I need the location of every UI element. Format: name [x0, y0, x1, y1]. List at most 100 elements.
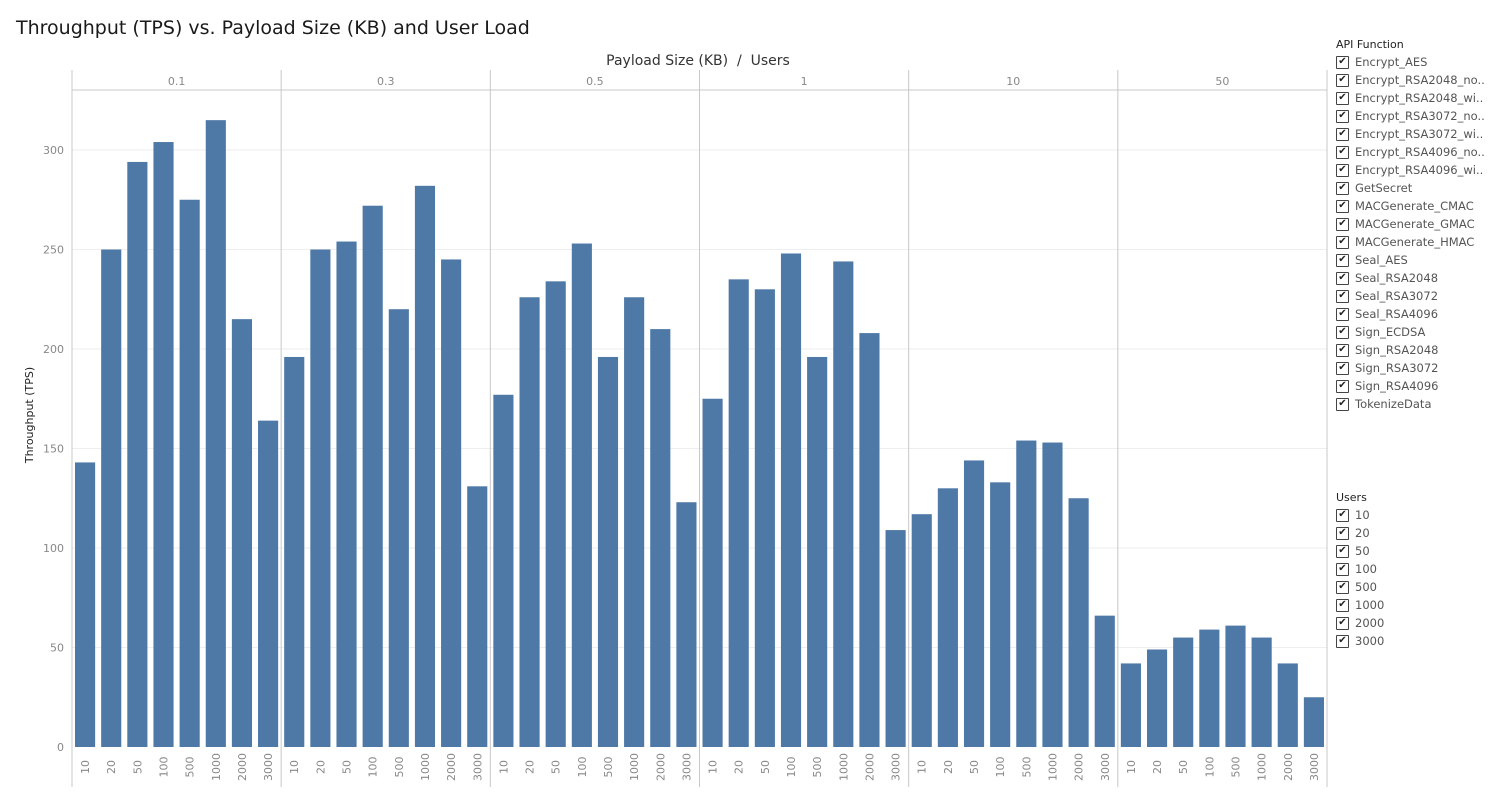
checkbox-icon[interactable]: ✔ [1336, 634, 1349, 648]
checkbox-icon[interactable]: ✔ [1336, 55, 1349, 69]
users-legend-label: 20 [1355, 526, 1370, 540]
api-function-legend-label: Sign_RSA4096 [1355, 379, 1439, 393]
api-function-legend-label: MACGenerate_GMAC [1355, 217, 1475, 231]
api-function-legend-label: TokenizeData [1355, 397, 1432, 411]
users-legend-item[interactable]: ✔ 100 [1336, 560, 1496, 578]
bar [1303, 697, 1324, 747]
api-function-legend-item[interactable]: ✔ Encrypt_RSA2048_no.. [1336, 71, 1496, 89]
y-tick-label: 200 [43, 343, 64, 356]
api-function-legend-item[interactable]: ✔ MACGenerate_CMAC [1336, 197, 1496, 215]
users-legend-label: 2000 [1355, 616, 1385, 630]
api-function-legend-item[interactable]: ✔ GetSecret [1336, 179, 1496, 197]
bar [702, 398, 723, 747]
bar [1277, 663, 1298, 747]
y-axis-ticks: 0 50 100 150 200 250 300 [43, 144, 64, 754]
x-tick-label: 10 [497, 760, 510, 774]
checkbox-icon[interactable]: ✔ [1336, 73, 1349, 87]
users-legend-item[interactable]: ✔ 10 [1336, 506, 1496, 524]
x-tick-label: 500 [602, 757, 615, 778]
checkbox-icon[interactable]: ✔ [1336, 163, 1349, 177]
checkbox-icon[interactable]: ✔ [1336, 199, 1349, 213]
bar [937, 488, 958, 747]
api-function-legend-item[interactable]: ✔ MACGenerate_GMAC [1336, 215, 1496, 233]
api-function-legend-label: Sign_RSA2048 [1355, 343, 1439, 357]
api-function-legend-item[interactable]: ✔ Sign_RSA3072 [1336, 359, 1496, 377]
checkbox-icon[interactable]: ✔ [1336, 343, 1349, 357]
x-tick-label: 10 [288, 760, 301, 774]
api-function-legend-item[interactable]: ✔ Seal_AES [1336, 251, 1496, 269]
checkbox-icon[interactable]: ✔ [1336, 526, 1349, 540]
checkbox-icon[interactable]: ✔ [1336, 379, 1349, 393]
bar [1016, 440, 1037, 747]
api-function-legend-item[interactable]: ✔ Seal_RSA2048 [1336, 269, 1496, 287]
bar [1068, 498, 1089, 747]
checkbox-icon[interactable]: ✔ [1336, 580, 1349, 594]
panel-label: 10 [1006, 75, 1020, 88]
users-legend-item[interactable]: ✔ 2000 [1336, 614, 1496, 632]
api-function-legend-item[interactable]: ✔ Encrypt_RSA2048_wi.. [1336, 89, 1496, 107]
checkbox-icon[interactable]: ✔ [1336, 325, 1349, 339]
bar [127, 161, 148, 747]
users-legend-item[interactable]: ✔ 20 [1336, 524, 1496, 542]
y-tick-label: 250 [43, 244, 64, 257]
api-function-legend-label: Seal_RSA3072 [1355, 289, 1439, 303]
checkbox-icon[interactable]: ✔ [1336, 253, 1349, 267]
api-function-legend-item[interactable]: ✔ Seal_RSA4096 [1336, 305, 1496, 323]
api-function-legend-item[interactable]: ✔ Encrypt_RSA3072_wi.. [1336, 125, 1496, 143]
api-function-legend-item[interactable]: ✔ Seal_RSA3072 [1336, 287, 1496, 305]
checkbox-icon[interactable]: ✔ [1336, 217, 1349, 231]
y-tick-label: 50 [50, 642, 64, 655]
checkbox-icon[interactable]: ✔ [1336, 562, 1349, 576]
x-tick-label: 2000 [445, 753, 458, 781]
users-legend-item[interactable]: ✔ 500 [1336, 578, 1496, 596]
checkbox-icon[interactable]: ✔ [1336, 307, 1349, 321]
bar [310, 249, 331, 747]
checkbox-icon[interactable]: ✔ [1336, 544, 1349, 558]
x-tick-label: 500 [1229, 757, 1242, 778]
checkbox-icon[interactable]: ✔ [1336, 271, 1349, 285]
checkbox-icon[interactable]: ✔ [1336, 598, 1349, 612]
checkbox-icon[interactable]: ✔ [1336, 616, 1349, 630]
api-function-legend-item[interactable]: ✔ Sign_ECDSA [1336, 323, 1496, 341]
bar [963, 460, 985, 747]
checkbox-icon[interactable]: ✔ [1336, 361, 1349, 375]
x-tick-label: 2000 [236, 753, 249, 781]
api-function-legend-item[interactable]: ✔ Encrypt_RSA3072_no.. [1336, 107, 1496, 125]
checkbox-icon[interactable]: ✔ [1336, 127, 1349, 141]
api-function-legend-item[interactable]: ✔ Encrypt_RSA4096_no.. [1336, 143, 1496, 161]
checkbox-icon[interactable]: ✔ [1336, 397, 1349, 411]
checkbox-icon[interactable]: ✔ [1336, 91, 1349, 105]
bar [545, 281, 566, 747]
checkbox-icon[interactable]: ✔ [1336, 508, 1349, 522]
users-legend-item[interactable]: ✔ 1000 [1336, 596, 1496, 614]
bar [754, 289, 775, 747]
checkbox-icon[interactable]: ✔ [1336, 145, 1349, 159]
bar [859, 333, 880, 747]
bar [1173, 637, 1194, 747]
users-legend-item[interactable]: ✔ 3000 [1336, 632, 1496, 650]
checkbox-icon[interactable]: ✔ [1336, 181, 1349, 195]
bar [231, 319, 253, 747]
panel-label: 0.5 [586, 75, 604, 88]
bar [336, 241, 357, 748]
users-legend-item[interactable]: ✔ 50 [1336, 542, 1496, 560]
checkbox-icon[interactable]: ✔ [1336, 109, 1349, 123]
bar [624, 297, 645, 747]
api-function-legend-item[interactable]: ✔ Sign_RSA4096 [1336, 377, 1496, 395]
x-tick-label: 100 [994, 757, 1007, 778]
api-function-legend-label: Sign_RSA3072 [1355, 361, 1439, 375]
bar [676, 502, 697, 747]
api-function-legend-item[interactable]: ✔ TokenizeData [1336, 395, 1496, 413]
api-function-legend-item[interactable]: ✔ Encrypt_RSA4096_wi.. [1336, 161, 1496, 179]
api-function-legend-label: Encrypt_RSA3072_no.. [1355, 109, 1485, 123]
api-function-legend-item[interactable]: ✔ Sign_RSA2048 [1336, 341, 1496, 359]
checkbox-icon[interactable]: ✔ [1336, 235, 1349, 249]
api-function-legend-item[interactable]: ✔ Encrypt_AES [1336, 53, 1496, 71]
y-tick-label: 300 [43, 144, 64, 157]
bar [807, 356, 828, 747]
checkbox-icon[interactable]: ✔ [1336, 289, 1349, 303]
bar [414, 185, 436, 747]
bar [205, 120, 226, 747]
api-function-legend-item[interactable]: ✔ MACGenerate_HMAC [1336, 233, 1496, 251]
x-tick-label: 3000 [1099, 753, 1112, 781]
